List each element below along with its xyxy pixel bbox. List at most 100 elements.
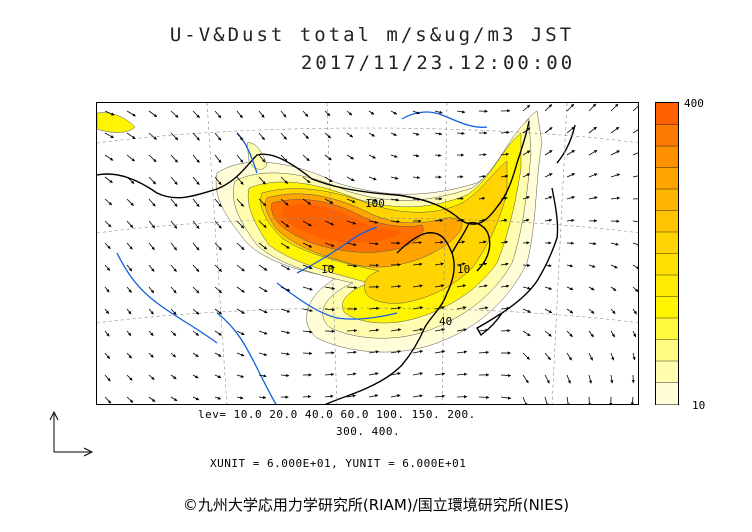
wind-arrow xyxy=(126,242,133,250)
wind-arrow xyxy=(456,306,467,310)
wind-arrow xyxy=(632,264,638,270)
wind-arrow xyxy=(610,286,617,292)
colorbar-swatch xyxy=(656,296,678,319)
wind-arrow xyxy=(478,196,486,201)
contour-label: 40 xyxy=(439,315,452,328)
wind-arrow xyxy=(302,308,313,312)
wind-arrow xyxy=(126,110,136,117)
wind-arrow xyxy=(434,306,445,310)
wind-arrow xyxy=(610,264,618,269)
wind-arrow xyxy=(478,262,488,266)
wind-arrow xyxy=(104,374,111,382)
wind-arrow xyxy=(456,350,468,354)
wind-arrow xyxy=(324,220,334,226)
wind-arrow xyxy=(280,176,289,184)
wind-arrow xyxy=(126,198,134,206)
wind-arrow xyxy=(544,218,553,222)
wind-arrow xyxy=(170,220,178,229)
wind-arrow xyxy=(390,350,402,354)
wind-arrow xyxy=(500,240,509,244)
wind-arrow xyxy=(390,394,401,398)
wind-arrow xyxy=(588,173,598,178)
wind-arrow xyxy=(104,396,112,404)
wind-arrow xyxy=(390,306,402,310)
wind-arrow xyxy=(192,132,200,141)
wind-arrow xyxy=(478,350,490,355)
wind-arrow xyxy=(390,110,398,115)
wind-arrow xyxy=(104,198,113,206)
wind-arrow xyxy=(126,176,135,184)
colorbar-swatch xyxy=(656,124,678,147)
wind-arrow xyxy=(610,352,615,361)
wind-arrow xyxy=(346,285,358,290)
wind-arrow xyxy=(214,352,222,357)
contour-levels-line2: 300. 400. xyxy=(336,425,401,438)
chart-title: U-V&Dust total m/s&ug/m3 JST xyxy=(169,24,575,46)
wind-arrow xyxy=(170,374,177,380)
wind-arrow xyxy=(324,132,331,139)
wind-arrow xyxy=(192,154,200,163)
wind-arrow xyxy=(192,220,200,229)
wind-arrow xyxy=(302,264,313,270)
wind-arrow xyxy=(500,396,512,400)
wind-arrow xyxy=(390,154,398,158)
wind-arrow xyxy=(346,132,354,138)
wind-arrow xyxy=(214,176,222,186)
wind-arrow xyxy=(434,153,442,157)
wind-arrow xyxy=(192,110,200,119)
wind-arrow xyxy=(610,308,616,314)
colorbar-swatch xyxy=(656,210,678,233)
wind-arrow xyxy=(544,149,553,156)
timestamp: 2017/11/23.12:00:00 xyxy=(300,52,576,74)
wind-arrow xyxy=(192,286,200,294)
wind-arrow xyxy=(566,149,575,156)
wind-arrow xyxy=(214,330,222,336)
wind-arrow xyxy=(214,220,222,229)
wind-arrow xyxy=(632,104,638,112)
wind-arrow xyxy=(566,374,571,384)
wind-arrow xyxy=(236,132,244,141)
wind-arrow xyxy=(544,352,551,361)
wind-arrow xyxy=(170,308,177,315)
wind-arrow xyxy=(104,286,110,293)
wind-arrow xyxy=(236,374,245,378)
wind-arrow xyxy=(214,264,222,272)
wind-arrow xyxy=(390,328,402,332)
wind-arrow xyxy=(170,352,176,358)
wind-arrow xyxy=(610,374,614,384)
wind-arrow xyxy=(456,131,465,135)
wind-arrow xyxy=(170,198,178,207)
wind-arrow xyxy=(280,286,291,292)
wind-arrow xyxy=(324,372,335,377)
wind-arrow xyxy=(104,352,111,359)
wind-arrow xyxy=(236,176,244,185)
wind-arrow xyxy=(566,218,575,223)
wind-arrow xyxy=(368,154,376,159)
wind-arrow xyxy=(236,220,245,229)
wind-arrow xyxy=(236,154,244,163)
wind-arrow xyxy=(346,264,358,268)
vector-units: XUNIT = 6.000E+01, YUNIT = 6.000E+01 xyxy=(210,457,467,470)
wind-arrow xyxy=(522,173,531,178)
wind-arrow xyxy=(588,374,593,384)
wind-arrow xyxy=(192,396,200,401)
wind-arrow xyxy=(280,198,289,206)
wind-arrow xyxy=(522,150,531,156)
wind-arrow xyxy=(544,374,550,384)
wind-arrow xyxy=(258,330,268,335)
wind-arrow xyxy=(456,284,467,288)
wind-arrow xyxy=(170,396,178,402)
wind-arrow xyxy=(170,330,177,336)
wind-arrow xyxy=(148,264,155,272)
wind-arrow xyxy=(104,242,111,250)
wind-arrow xyxy=(104,110,115,116)
wind-arrow xyxy=(566,308,574,314)
wind-arrow xyxy=(588,286,595,291)
wind-arrow xyxy=(324,264,335,269)
wind-arrow xyxy=(280,352,290,356)
wind-arrow xyxy=(522,308,531,313)
wind-arrow xyxy=(258,220,267,228)
wind-arrow xyxy=(522,127,531,134)
wind-arrow xyxy=(236,242,245,251)
wind-arrow xyxy=(148,330,154,336)
